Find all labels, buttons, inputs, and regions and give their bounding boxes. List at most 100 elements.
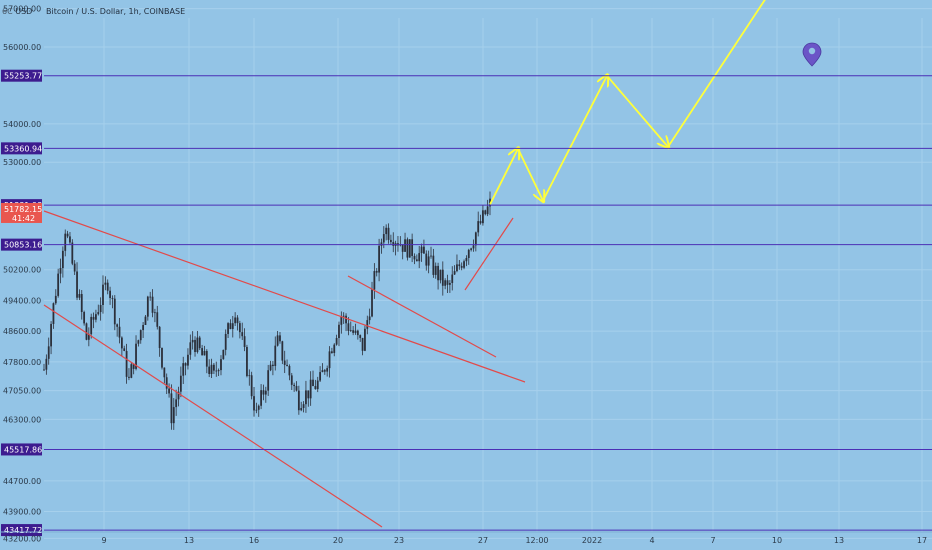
candle-body — [302, 404, 305, 409]
candle-body — [47, 346, 50, 359]
y-tick-label: 43900.00 — [3, 508, 41, 517]
x-tick-label: 10 — [772, 536, 782, 545]
candle-body — [123, 348, 126, 351]
y-tick-label: 47050.00 — [3, 387, 41, 396]
candle-body — [385, 227, 388, 235]
candle-body — [380, 242, 383, 246]
candle-body — [451, 274, 454, 283]
candle-body — [439, 269, 442, 281]
candle-body — [340, 316, 343, 325]
candle-body — [118, 326, 121, 338]
candle-body — [130, 364, 133, 378]
candle-body — [264, 390, 267, 395]
trendline — [43, 304, 383, 528]
candle-body — [76, 271, 78, 298]
candle-body — [52, 303, 55, 324]
x-tick-label: 17 — [917, 536, 927, 545]
price-level-tag — [1, 443, 42, 456]
candle-body — [349, 330, 352, 332]
y-tick-label: 47800.00 — [3, 358, 41, 367]
candle-body — [238, 323, 241, 333]
candle-body — [354, 330, 357, 333]
candle-body — [50, 323, 52, 347]
candle-body — [472, 245, 475, 249]
x-tick-label: 9 — [101, 536, 106, 545]
y-tick-label: 57000.00 — [3, 5, 41, 14]
candle-body — [80, 294, 83, 313]
candle-body — [61, 250, 64, 269]
candle-body — [253, 396, 255, 411]
candle-body — [484, 210, 487, 215]
price-level-label: 43417.72 — [4, 526, 42, 535]
candle-body — [224, 333, 227, 350]
candle-body — [342, 315, 345, 317]
time-axis[interactable]: 9 13 16 20 23 27 12:00 2022 4 7 10 13 17 — [0, 531, 932, 545]
candle-body — [356, 330, 359, 336]
candle-body — [458, 264, 461, 267]
candle-body — [95, 314, 97, 320]
projection-segment — [606, 75, 668, 147]
candle-body — [326, 368, 329, 372]
candle-body — [474, 232, 477, 246]
candle-body — [120, 337, 123, 349]
projection-segment — [667, 0, 766, 148]
candle-body — [401, 244, 404, 252]
candle-body — [71, 242, 74, 264]
price-axis[interactable]: 59000.0057000.0056000.0054000.0053000.00… — [3, 0, 41, 550]
candle-body — [78, 294, 81, 298]
candle-body — [109, 290, 111, 298]
price-level-label: 53360.94 — [4, 144, 42, 153]
candle-body — [269, 364, 272, 371]
candle-body — [54, 295, 57, 304]
candle-body — [425, 253, 428, 266]
x-tick-label: 7 — [710, 536, 715, 545]
y-tick-label: 56000.00 — [3, 43, 41, 52]
candle-body — [57, 273, 60, 296]
candle-body — [276, 335, 279, 346]
bar-countdown-label: 41:42 — [12, 214, 35, 223]
candle-body — [427, 256, 430, 266]
candle-body — [281, 341, 284, 361]
price-levels: 57754.4455253.7753360.9451881.9850853.16… — [1, 69, 932, 537]
candle-body — [257, 405, 260, 410]
candle-body — [73, 263, 76, 272]
candle-body — [479, 221, 482, 224]
candle-body — [382, 234, 385, 243]
candle-body — [168, 388, 170, 394]
candle-body — [182, 363, 185, 376]
candle-body — [333, 344, 336, 353]
candle-body — [170, 393, 173, 424]
candle-body — [446, 280, 449, 285]
candle-body — [187, 354, 189, 366]
candle-body — [144, 316, 147, 325]
candle-body — [66, 233, 69, 237]
candle-body — [215, 370, 218, 372]
candle-body — [104, 282, 107, 285]
candle-body — [392, 242, 395, 246]
candle-body — [453, 271, 456, 275]
trendline — [43, 210, 526, 383]
candle-body — [371, 289, 373, 317]
candle-body — [297, 390, 300, 411]
price-level-label: 55253.77 — [4, 72, 42, 81]
candle-body — [420, 246, 423, 254]
candle-body — [411, 239, 414, 256]
y-tick-label: 54000.00 — [3, 120, 41, 129]
candle-body — [430, 255, 432, 257]
location-pin-icon — [802, 42, 822, 67]
candle-body — [456, 264, 458, 272]
candle-body — [373, 271, 376, 290]
candle-body — [87, 334, 90, 340]
candle-body — [262, 390, 265, 395]
y-tick-label: 53000.00 — [3, 158, 41, 167]
candle-body — [408, 239, 411, 258]
candle-body — [477, 221, 480, 233]
y-tick-label: 43200.00 — [3, 534, 41, 543]
candle-body — [241, 332, 244, 337]
candle-body — [260, 390, 263, 406]
price-level-tag — [1, 69, 42, 82]
currency-label: 6C USD — [2, 7, 32, 16]
candle-body — [234, 317, 237, 324]
